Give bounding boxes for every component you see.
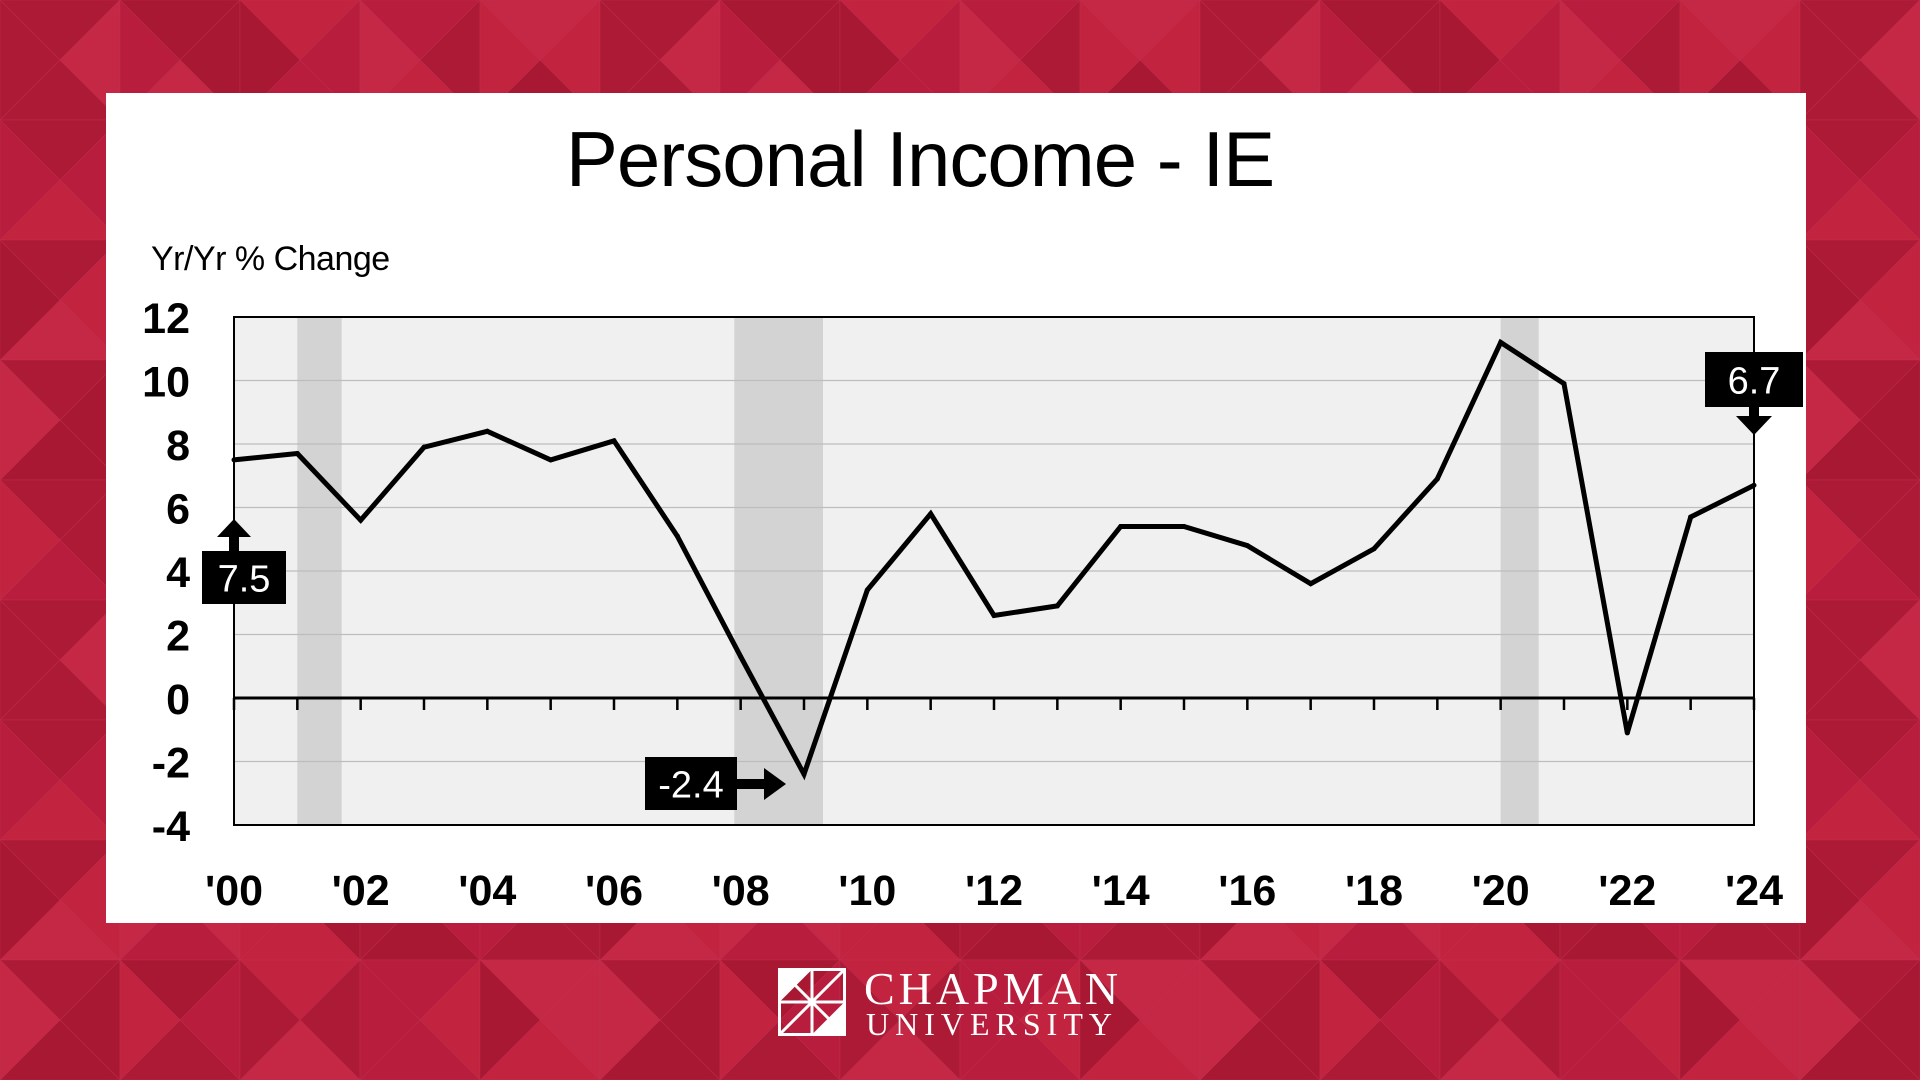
y-tick-label: 6 [166, 486, 190, 534]
x-tick-label: '12 [965, 867, 1023, 915]
data-point [611, 438, 617, 444]
chart-title: Personal Income - IE [565, 115, 1275, 203]
data-point [1371, 546, 1377, 552]
x-tick-label: '00 [205, 867, 263, 915]
annotation-label: 7.5 [218, 559, 271, 601]
annotation-label: -2.4 [658, 765, 723, 807]
arrow-down-icon [1736, 407, 1772, 435]
arrow-up-icon [217, 519, 251, 551]
x-tick-label: '16 [1218, 867, 1276, 915]
arrow-right-icon [737, 768, 786, 800]
chapman-emblem-icon [778, 968, 846, 1036]
data-point [1244, 543, 1250, 549]
data-point [1308, 581, 1314, 587]
data-point [294, 451, 300, 457]
annotation-box [645, 757, 737, 810]
x-tick-label: '20 [1472, 867, 1530, 915]
y-tick-label: -2 [152, 740, 190, 788]
y-axis-label: Yr/Yr % Change [151, 240, 390, 278]
x-tick-label: '02 [332, 867, 390, 915]
x-tick-label: '10 [838, 867, 896, 915]
data-point [864, 587, 870, 593]
x-tick-label: '22 [1598, 867, 1656, 915]
data-point [1624, 730, 1630, 736]
x-tick-label: '08 [712, 867, 770, 915]
data-point [991, 612, 997, 618]
annotation-callout: -2.4 [645, 757, 786, 810]
y-tick-label: -4 [152, 803, 190, 851]
data-point [738, 654, 744, 660]
data-point [1751, 482, 1757, 488]
x-tick-label: '14 [1092, 867, 1150, 915]
annotation-box [202, 551, 286, 604]
annotation-box [1705, 352, 1803, 407]
data-point [1498, 339, 1504, 345]
data-point [358, 517, 364, 523]
x-tick-label: '24 [1725, 867, 1783, 915]
data-point [548, 457, 554, 463]
x-tick-label: '06 [585, 867, 643, 915]
data-point [484, 428, 490, 434]
y-tick-label: 12 [142, 295, 190, 343]
logo-name-line1: CHAPMAN [864, 963, 1123, 1014]
data-point [421, 444, 427, 450]
data-point [1118, 524, 1124, 530]
annotation-label: 6.7 [1728, 361, 1781, 403]
annotation-callout: 6.7 [1705, 352, 1803, 435]
x-tick-label: '04 [458, 867, 516, 915]
x-tick-label: '18 [1345, 867, 1403, 915]
data-point [1688, 514, 1694, 520]
y-tick-label: 4 [166, 549, 190, 597]
data-point [1561, 381, 1567, 387]
data-point [928, 511, 934, 517]
y-tick-label: 0 [166, 676, 190, 724]
data-point [1181, 524, 1187, 530]
y-tick-label: 2 [166, 613, 190, 661]
data-point [1434, 476, 1440, 482]
data-point [1054, 603, 1060, 609]
annotation-callout: 7.5 [202, 519, 286, 604]
data-point [231, 457, 237, 463]
y-tick-label: 8 [166, 422, 190, 470]
logo-name-line2: UNIVERSITY [866, 1006, 1118, 1042]
data-point [801, 771, 807, 777]
chapman-university-logo: CHAPMAN UNIVERSITY [778, 963, 1158, 1042]
data-point [674, 533, 680, 539]
y-tick-label: 10 [142, 359, 190, 407]
